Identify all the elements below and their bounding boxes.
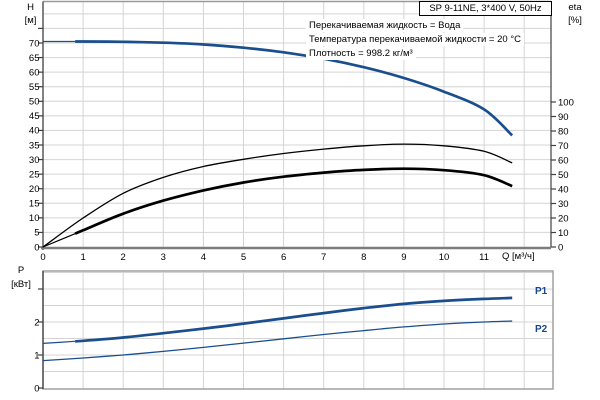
p2-curve-label: P2: [535, 324, 548, 335]
annotation-temperature: Температура перекачиваемой жидкости = 20…: [306, 33, 524, 46]
p-tick-label: 0: [34, 383, 39, 394]
eta-tick-label: 90: [558, 112, 569, 123]
q-tick-label: 6: [281, 252, 286, 263]
eta-tick-label: 0: [558, 242, 563, 253]
h-tick-label: 25: [29, 169, 40, 180]
h-tick-label: 30: [29, 155, 40, 166]
q-tick-label: 7: [321, 252, 326, 263]
eta-axis-symbol: eta: [568, 2, 582, 13]
annotation-liquid: Перекачиваемая жидкость = Вода: [306, 19, 464, 32]
q-tick-label: 4: [201, 252, 206, 263]
h-tick-label: 5: [34, 228, 39, 239]
p-tick-label: 2: [34, 317, 39, 328]
p1-curve-label: P1: [535, 286, 548, 297]
eta-tick-label: 30: [558, 199, 569, 210]
q-tick-label: 10: [439, 252, 450, 263]
q-axis-label: Q [м³/ч]: [502, 251, 535, 262]
eta-tick-label: 20: [558, 213, 569, 224]
h-tick-label: 40: [29, 126, 40, 137]
q-tick-label: 3: [161, 252, 166, 263]
p1-curve: [75, 296, 513, 343]
h-tick-label: 0: [34, 242, 39, 253]
power-chart: 0 1 2: [34, 270, 554, 394]
eta-tick-label: 80: [558, 126, 569, 137]
eta-axis-unit: [%]: [568, 15, 582, 26]
h-tick-label: 20: [29, 184, 40, 195]
h-axis-unit: [м]: [24, 15, 37, 26]
eta-tick-label: 50: [558, 170, 569, 181]
eta-tick-label: 100: [558, 97, 574, 108]
h-tick-label: 45: [29, 111, 40, 122]
q-tick-label: 9: [401, 252, 406, 263]
h-tick-label: 55: [29, 82, 40, 93]
annotation-density: Плотность = 998.2 кг/м³: [306, 47, 416, 60]
eta-tick-label: 40: [558, 184, 569, 195]
h-tick-label: 60: [29, 67, 40, 78]
eta-curve-thin: [42, 143, 513, 248]
q-tick-label: 11: [479, 252, 489, 263]
eta-tick-label: 70: [558, 141, 569, 152]
h-tick-label: 15: [29, 199, 40, 210]
pump-title-box: SP 9-11NE, 3*400 V, 50Hz: [419, 1, 552, 16]
q-tick-label: 0: [40, 252, 45, 263]
q-tick-label: 8: [361, 252, 366, 263]
h-axis-symbol: H: [27, 2, 34, 13]
eta-tick-label: 10: [558, 228, 569, 239]
q-tick-label: 5: [241, 252, 246, 263]
h-tick-label: 70: [29, 38, 40, 49]
p1-curve-lead: [42, 340, 76, 344]
h-tick-label: 35: [29, 140, 40, 151]
eta-curve-thick: [74, 167, 513, 235]
head-curve: [75, 40, 514, 137]
eta-curve-thick-lead: [42, 233, 76, 248]
p-tick-label: 1: [34, 350, 39, 361]
h-tick-label: 65: [29, 53, 40, 64]
p-axis-unit: [кВт]: [11, 279, 31, 290]
h-tick-label: 10: [29, 213, 40, 224]
h-tick-label: 50: [29, 97, 40, 108]
p2-curve: [42, 320, 513, 362]
q-tick-label: 2: [121, 252, 126, 263]
q-tick-label: 1: [80, 252, 85, 263]
p-axis-symbol: P: [17, 265, 25, 276]
eta-tick-label: 60: [558, 155, 569, 166]
